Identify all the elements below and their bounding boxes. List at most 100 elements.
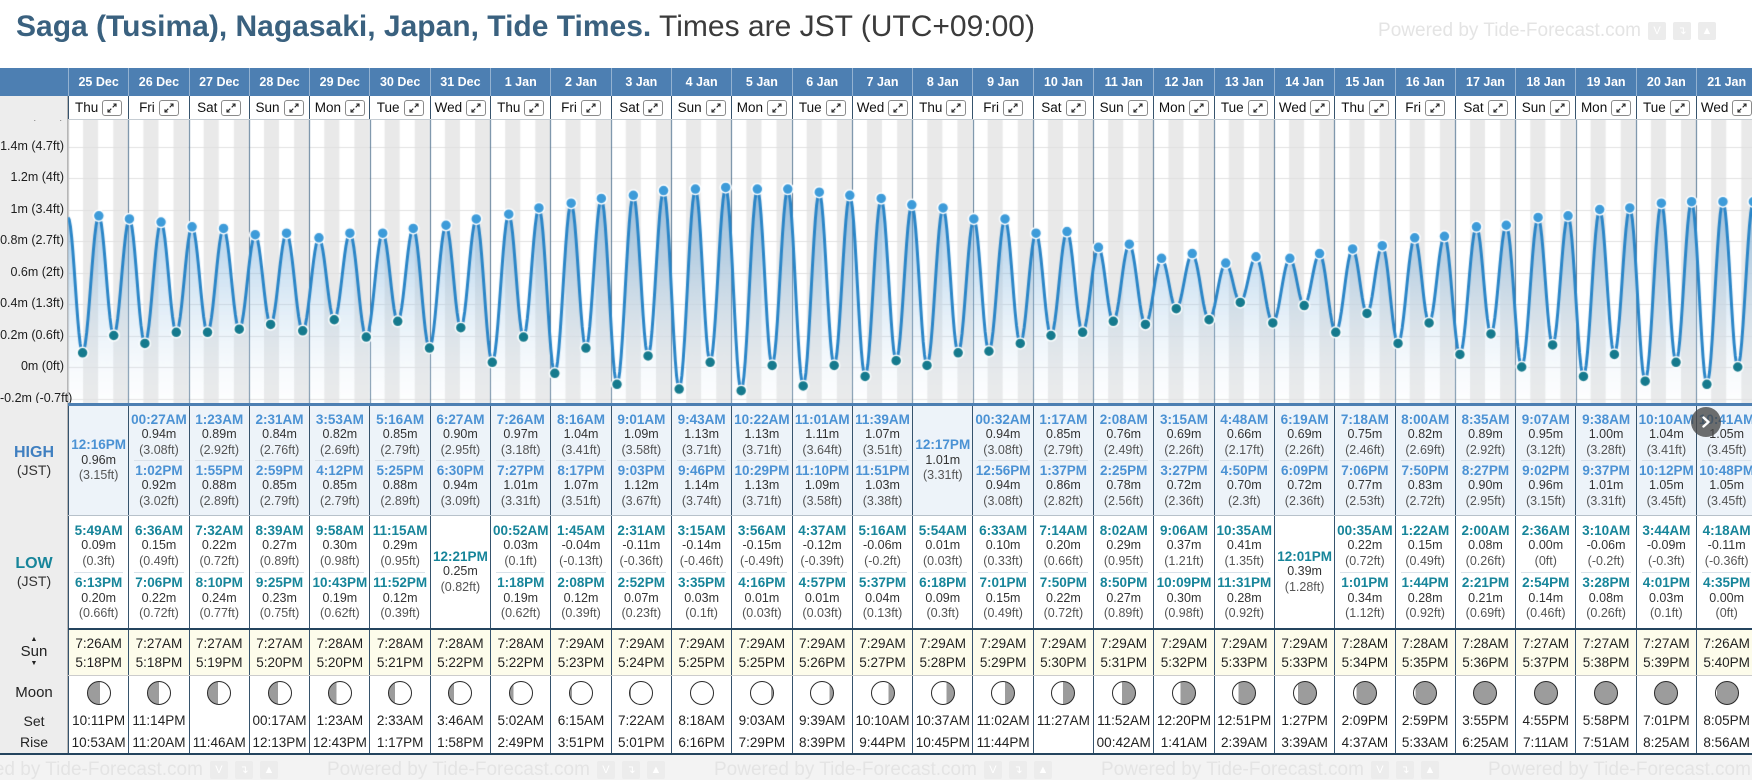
date-header-cell: 10 Jan	[1032, 68, 1093, 96]
tide-entry: 7:18AM 0.75m (2.46ft)	[1335, 410, 1394, 460]
tide-time: 8:00AM	[1401, 411, 1450, 427]
tide-time: 5:16AM	[376, 411, 425, 427]
moon-phase-icon	[749, 681, 774, 705]
watermark-top: Powered by Tide-Forecast.com V ↴ ▲	[1378, 20, 1716, 42]
expand-day-button[interactable]	[767, 99, 788, 116]
tide-height-m: 0.20m	[81, 590, 117, 605]
expand-day-button[interactable]	[1368, 99, 1389, 116]
tide-entry: 10:48PM 1.05m (3.45ft)	[1699, 460, 1752, 511]
expand-icon	[772, 102, 782, 113]
expand-day-button[interactable]	[1002, 99, 1023, 116]
sunset-time: 5:36PM	[1462, 654, 1509, 670]
tide-height-ft: (0.1ft)	[685, 606, 718, 620]
sun-times-cell: 7:27AM 5:18PM	[128, 630, 188, 675]
tide-height-ft: (2.92ft)	[1465, 442, 1506, 457]
expand-day-button[interactable]	[1549, 99, 1570, 116]
tide-time: 3:28PM	[1582, 575, 1630, 590]
tide-entry: 8:50PM 0.27m (0.89ft)	[1099, 571, 1149, 625]
tide-entry: 1:01PM 0.34m (1.12ft)	[1340, 571, 1390, 625]
expand-day-button[interactable]	[1065, 99, 1086, 116]
weekday-label: Mon	[314, 100, 341, 115]
low-label-timezone: (JST)	[16, 572, 52, 589]
sunset-time: 5:18PM	[135, 654, 183, 670]
tide-time: 7:50PM	[1401, 462, 1449, 478]
tide-height-ft: (0.39ft)	[561, 606, 601, 620]
tide-height-ft: (0.66ft)	[78, 606, 119, 620]
weekday-header-cell: Sat	[610, 96, 671, 119]
sun-row-label[interactable]: ▲ Sun ▼	[0, 628, 68, 675]
tide-time: 9:06AM	[1159, 522, 1208, 538]
expand-day-button[interactable]	[1669, 99, 1690, 116]
expand-icon	[529, 102, 539, 113]
expand-day-button[interactable]	[283, 99, 304, 116]
tide-height-ft: (2.53ft)	[1345, 493, 1385, 508]
tide-entry: 5:16AM -0.06m (-0.2ft)	[853, 520, 912, 572]
expand-icon	[1315, 102, 1325, 113]
expand-day-button[interactable]	[1487, 99, 1508, 116]
tide-time: 00:27AM	[131, 411, 187, 427]
tide-height-ft: (3.15ft)	[78, 468, 119, 483]
tide-height-ft: (0.03ft)	[923, 553, 963, 568]
tide-entry: 4:18AM -0.11m (-0.36ft)	[1697, 520, 1752, 572]
expand-day-button[interactable]	[1189, 99, 1210, 116]
tide-height-ft: (3.02ft)	[139, 493, 179, 508]
expand-day-button[interactable]	[466, 99, 487, 116]
expand-day-button[interactable]	[1310, 99, 1331, 116]
tide-time: 7:18AM	[1340, 411, 1389, 427]
expand-day-button[interactable]	[403, 99, 424, 116]
expand-day-button[interactable]	[1425, 99, 1446, 116]
sunrise-time: 7:28AM	[1341, 635, 1389, 651]
tide-chart-canvas	[0, 120, 1752, 403]
tide-height-m: 1.04m	[563, 427, 599, 442]
tide-time: 00:35AM	[1337, 522, 1393, 538]
tide-time: 4:48AM	[1220, 411, 1269, 427]
high-tide-cell: 10:22AM 1.13m (3.71ft) 10:29PM 1.13m (3.71ft)	[731, 406, 791, 515]
moonrise-cell: 7:51AM	[1575, 731, 1635, 753]
moonset-cell: 7:22AM	[610, 710, 671, 731]
tide-time: 8:35AM	[1461, 411, 1510, 427]
tide-height-m: 0.19m	[322, 590, 358, 605]
expand-day-button[interactable]	[643, 99, 664, 116]
moon-phase-icon	[689, 681, 714, 705]
tide-entry: 12:16PM 0.96m (3.15ft)	[69, 410, 128, 511]
sun-times-cell: 7:27AM 5:37PM	[1515, 630, 1575, 675]
moonset-cell: 12:20PM	[1153, 710, 1213, 731]
expand-day-button[interactable]	[344, 99, 365, 116]
expand-day-button[interactable]	[1732, 99, 1752, 116]
scroll-next-button[interactable]	[1691, 407, 1721, 437]
low-tide-cell: 6:33AM 0.10m (0.33ft) 7:01PM 0.15m (0.49ft)	[972, 516, 1032, 628]
high-tide-cell: 00:32AM 0.94m (3.08ft) 12:56PM 0.94m (3.08ft)	[972, 406, 1032, 515]
moonrise-cell: 2:39AM	[1213, 731, 1274, 753]
expand-day-button[interactable]	[946, 99, 967, 116]
tide-height-ft: (-0.2ft)	[1587, 553, 1625, 568]
expand-icon	[711, 102, 721, 113]
expand-day-button[interactable]	[524, 99, 545, 116]
tide-entry: 5:54AM 0.01m (0.03ft)	[913, 520, 972, 572]
expand-day-button[interactable]	[1247, 99, 1268, 116]
expand-day-button[interactable]	[705, 99, 726, 116]
expand-day-button[interactable]	[1611, 99, 1632, 116]
expand-day-button[interactable]	[1127, 99, 1148, 116]
moon-phase-icon	[1533, 681, 1558, 705]
expand-day-button[interactable]	[580, 99, 601, 116]
expand-day-button[interactable]	[221, 99, 242, 116]
expand-day-button[interactable]	[825, 99, 846, 116]
moon-phase-cell	[1032, 676, 1093, 710]
tide-height-ft: (3.31ft)	[1586, 493, 1626, 508]
sun-times-cell: 7:29AM 5:24PM	[610, 630, 671, 675]
moon-phase-cell	[429, 676, 490, 710]
expand-day-button[interactable]	[158, 99, 179, 116]
tide-height-ft: (-0.49ft)	[740, 553, 784, 568]
tide-height-m: 0.09m	[81, 538, 117, 552]
tide-entry: 1:18PM 0.19m (0.62ft)	[496, 571, 546, 625]
date-header-cell: 2 Jan	[550, 68, 610, 96]
tide-time: 9:38AM	[1582, 411, 1631, 427]
tide-time: 11:10PM	[795, 462, 850, 478]
expand-day-button[interactable]	[102, 99, 123, 116]
weekday-header-cell: Sat	[1032, 96, 1093, 119]
tide-height-ft: (0.77ft)	[199, 606, 240, 620]
high-tide-cell: 11:01AM 1.11m (3.64ft) 11:10PM 1.09m (3.58ft)	[791, 406, 852, 515]
expand-icon	[1555, 102, 1565, 113]
expand-day-button[interactable]	[888, 99, 909, 116]
y-axis-tick: -0.2m (-0.7ft)	[0, 390, 73, 404]
